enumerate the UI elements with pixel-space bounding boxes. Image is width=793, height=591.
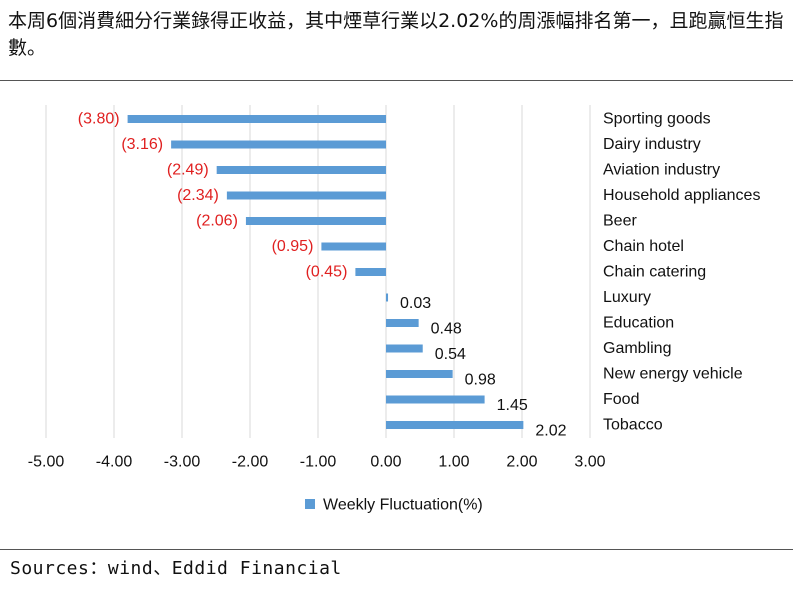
- bar: [386, 319, 419, 327]
- bars: [127, 115, 524, 429]
- x-tick-label: 3.00: [574, 454, 605, 471]
- bar: [216, 166, 386, 174]
- value-label: (0.95): [272, 238, 314, 255]
- bar: [386, 395, 485, 404]
- x-tick-label: -3.00: [164, 454, 201, 471]
- legend-label: Weekly Fluctuation(%): [323, 497, 483, 514]
- value-label: (2.06): [196, 213, 238, 230]
- bar: [245, 217, 386, 225]
- value-label: 0.03: [400, 295, 431, 312]
- category-label: Aviation industry: [603, 162, 720, 179]
- bar: [171, 140, 386, 149]
- source-note: Sources：wind、Eddid Financial: [10, 558, 342, 579]
- category-label: Education: [603, 315, 674, 332]
- value-label: (0.45): [306, 264, 348, 281]
- category-label: Chain catering: [603, 264, 706, 281]
- bar: [226, 191, 386, 200]
- bar: [386, 421, 524, 429]
- bar: [386, 370, 453, 378]
- value-label: 0.54: [435, 346, 466, 363]
- x-tick-label: -5.00: [28, 454, 65, 471]
- category-label: Gambling: [603, 340, 671, 357]
- category-label: Food: [603, 391, 639, 408]
- x-tick-label: 1.00: [438, 454, 469, 471]
- bottom-divider: [0, 549, 793, 550]
- legend-swatch: [305, 499, 315, 509]
- bar: [386, 293, 389, 302]
- legend: Weekly Fluctuation(%): [305, 497, 483, 514]
- x-tick-label: 0.00: [370, 454, 401, 471]
- bar: [386, 344, 423, 353]
- category-labels: Sporting goods Dairy industry Aviation ind…: [603, 111, 760, 434]
- bar: [127, 115, 386, 123]
- value-label: (3.16): [121, 136, 163, 153]
- value-label: (3.80): [78, 111, 120, 128]
- top-divider: [0, 80, 793, 81]
- bar: [355, 268, 386, 276]
- category-label: Tobacco: [603, 417, 663, 434]
- category-label: Dairy industry: [603, 136, 701, 153]
- category-label: Household appliances: [603, 187, 760, 204]
- value-label: 0.48: [431, 321, 462, 338]
- value-label: 2.02: [535, 423, 566, 440]
- category-label: New energy vehicle: [603, 366, 743, 383]
- grid-lines: [45, 105, 591, 438]
- category-label: Beer: [603, 213, 637, 230]
- category-label: Chain hotel: [603, 238, 684, 255]
- category-label: Luxury: [603, 289, 651, 306]
- x-tick-label: -1.00: [300, 454, 337, 471]
- value-labels: (3.80)(3.16)(2.49) (2.34) (2.06) (0.95) (0.4…: [78, 111, 567, 440]
- value-label: 1.45: [497, 397, 528, 414]
- x-tick-label: -4.00: [96, 454, 133, 471]
- category-label: Sporting goods: [603, 111, 711, 128]
- x-axis-ticks: -5.00 -4.00 -3.00 -2.00 -1.00 0.00 1.00 2.00 3.0…: [28, 454, 606, 471]
- bar-chart: (3.80)(3.16)(2.49) (2.34) (2.06) (0.95) (0.4…: [28, 105, 760, 514]
- x-tick-label: -2.00: [232, 454, 269, 471]
- value-label: (2.49): [167, 162, 209, 179]
- value-label: 0.98: [465, 372, 496, 389]
- bar: [321, 242, 386, 251]
- value-label: (2.34): [177, 187, 219, 204]
- chart-title: 本周6個消費細分行業錄得正收益，其中煙草行業以2.02%的周漲幅排名第一，且跑贏…: [8, 10, 784, 59]
- x-tick-label: 2.00: [506, 454, 537, 471]
